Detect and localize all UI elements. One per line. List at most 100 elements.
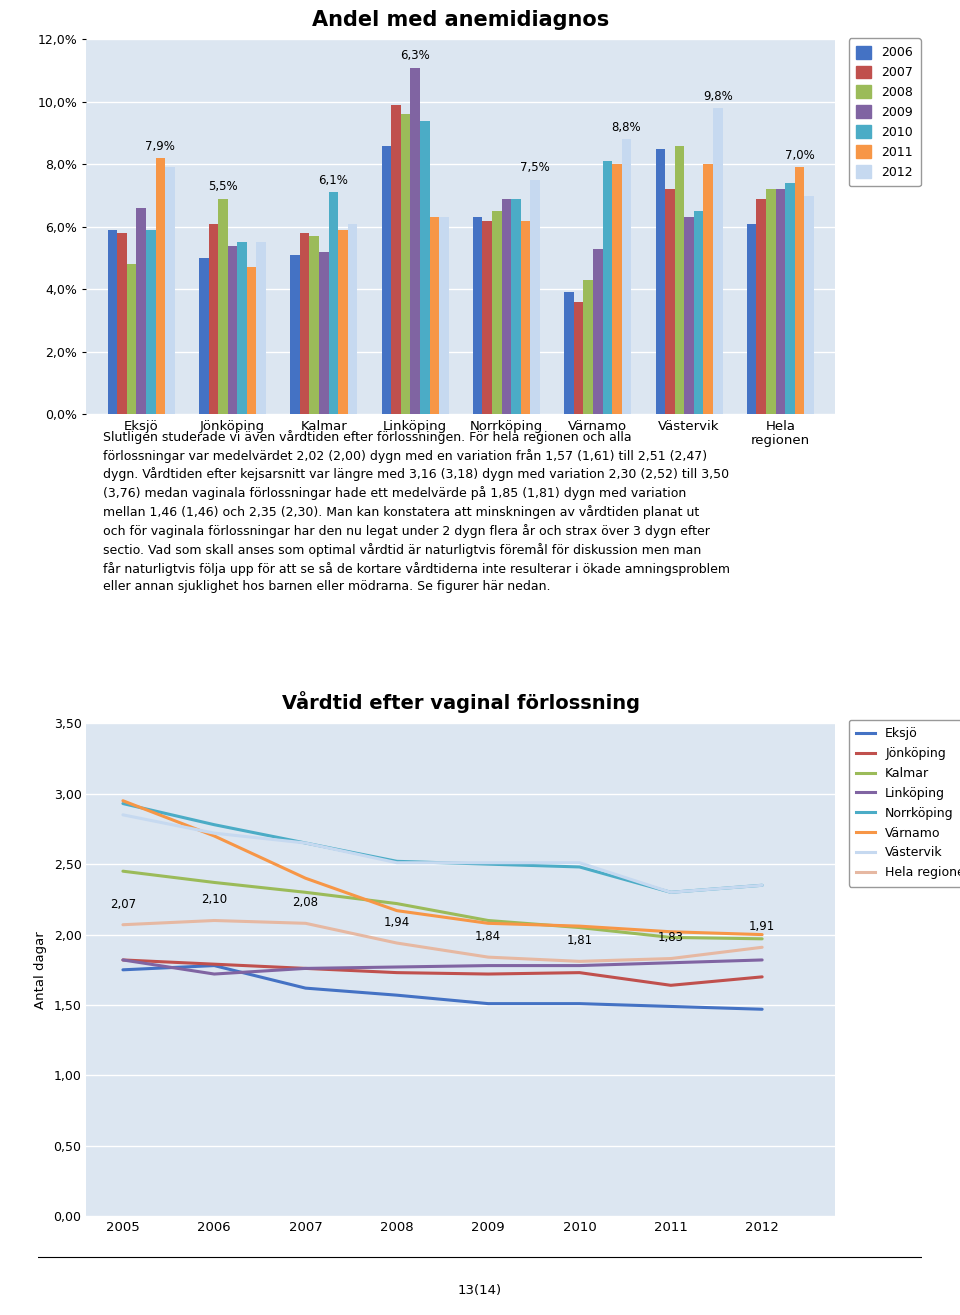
Bar [766,189,776,414]
Eksjö [574,995,586,1011]
Bar [694,212,704,414]
Kalmar [756,931,768,947]
Bar [574,301,584,414]
Bar [127,264,136,414]
Linköping [117,952,129,968]
Kalmar [208,874,220,890]
Bar [795,167,804,414]
Bar [756,199,766,414]
Värnamo [300,871,311,886]
Bar [410,67,420,414]
Eksjö [117,963,129,978]
Eksjö [665,998,677,1014]
Text: 1,94: 1,94 [384,917,410,928]
Bar [136,208,146,414]
Bar [256,242,266,414]
Norrköping [208,817,220,832]
Bar [165,167,175,414]
Jönköping [117,952,129,968]
Bar [348,224,357,414]
Bar [684,217,694,414]
Bar [117,233,127,414]
Bar [420,121,429,414]
Bar [804,196,814,414]
Bar [218,199,228,414]
Line: Linköping: Linköping [123,960,762,974]
Line: Västervik: Västervik [123,815,762,893]
Text: 1,83: 1,83 [658,931,684,944]
Bar [747,224,756,414]
Line: Jönköping: Jönköping [123,960,762,985]
Text: 2,07: 2,07 [109,898,136,911]
Bar [473,217,483,414]
Hela regionen [574,953,586,969]
Kalmar [483,913,494,928]
Bar [328,192,338,414]
Värnamo [756,927,768,943]
Linköping [756,952,768,968]
Text: 1,84: 1,84 [475,930,501,943]
Title: Andel med anemidiagnos: Andel med anemidiagnos [312,9,610,29]
Bar [656,149,665,414]
Västervik [300,835,311,851]
Bar [531,180,540,414]
Värnamo [483,915,494,931]
Bar [300,233,309,414]
Bar [156,158,165,414]
Bar [381,146,391,414]
Title: Vårdtid efter vaginal förlossning: Vårdtid efter vaginal förlossning [282,692,639,713]
Line: Norrköping: Norrköping [123,803,762,893]
Text: 2,10: 2,10 [202,893,228,906]
Eksjö [483,995,494,1011]
Kalmar [574,919,586,935]
Bar [785,183,795,414]
Värnamo [391,903,402,919]
Text: 7,0%: 7,0% [784,149,814,162]
Text: 13(14): 13(14) [458,1283,502,1297]
Värnamo [117,793,129,809]
Norrköping [117,796,129,811]
Bar [612,164,622,414]
Bar [483,221,492,414]
Bar [391,105,400,414]
Bar [713,108,723,414]
Kalmar [300,885,311,901]
Hela regionen [208,913,220,928]
Text: 9,8%: 9,8% [703,89,732,103]
Hela regionen [665,951,677,967]
Bar [665,189,675,414]
Värnamo [574,918,586,934]
Jönköping [665,977,677,993]
Bar [675,146,684,414]
Bar [309,237,319,414]
Bar [247,267,256,414]
Text: 7,5%: 7,5% [520,162,550,175]
Bar [512,199,521,414]
Bar [400,114,410,414]
Västervik [756,877,768,893]
Text: 8,8%: 8,8% [612,121,641,134]
Bar [593,249,603,414]
Bar [429,217,439,414]
Bar [439,217,448,414]
Text: 7,9%: 7,9% [145,139,176,153]
Hela regionen [756,939,768,955]
Linköping [391,959,402,974]
Legend: Eksjö, Jönköping, Kalmar, Linköping, Norrköping, Värnamo, Västervik, Hela region: Eksjö, Jönköping, Kalmar, Linköping, Nor… [849,719,960,886]
Kalmar [117,864,129,880]
Bar [199,258,208,414]
Text: 6,3%: 6,3% [400,49,430,62]
Text: Slutligen studerade vi även vårdtiden efter förlossningen. För hela regionen och: Slutligen studerade vi även vårdtiden ef… [104,430,731,593]
Bar [776,189,785,414]
Eksjö [300,980,311,995]
Jönköping [483,967,494,982]
Jönköping [300,960,311,976]
Bar [492,212,502,414]
Y-axis label: Antal dagar: Antal dagar [34,931,47,1009]
Bar [228,246,237,414]
Norrköping [756,877,768,893]
Kalmar [665,930,677,945]
Linköping [665,955,677,970]
Eksjö [391,988,402,1003]
Bar [290,255,300,414]
